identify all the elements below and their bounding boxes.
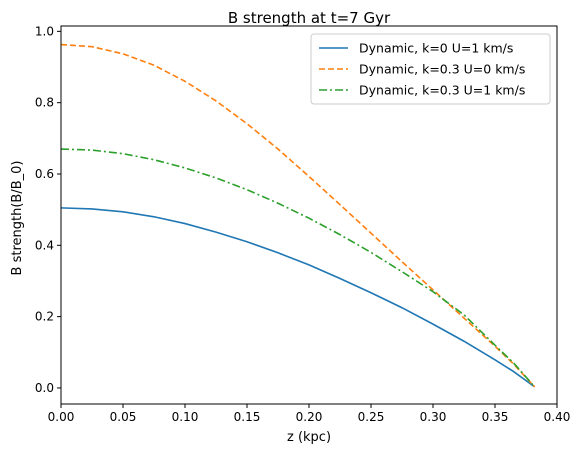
y-tick-label: 0.0: [35, 381, 54, 395]
x-tick-label: 0.10: [172, 410, 199, 424]
y-tick-label: 0.2: [35, 310, 54, 324]
y-tick-label: 0.8: [35, 96, 54, 110]
x-axis: 0.00 0.05 0.10 0.15 0.20 0.25 0.30 0.35 0.40: [48, 404, 571, 424]
chart-title: B strength at t=7 Gyr: [228, 9, 391, 27]
plot-area: [60, 43, 536, 388]
x-tick-label: 0.30: [420, 410, 447, 424]
series-line-2: [60, 43, 536, 388]
x-tick-label: 0.05: [110, 410, 137, 424]
x-tick-label: 0.15: [234, 410, 261, 424]
legend-entry-label: Dynamic, k=0 U=1 km/s: [359, 41, 513, 56]
x-tick-label: 0.40: [544, 410, 571, 424]
y-axis-label: B strength(B/B_0): [10, 161, 25, 276]
y-axis: 0.0 0.2 0.4 0.6 0.8 1.0: [35, 24, 61, 395]
legend-box: [310, 33, 551, 105]
series-line-3: [60, 148, 536, 388]
x-tick-label: 0.25: [358, 410, 385, 424]
x-axis-label: z (kpc): [287, 430, 331, 445]
legend-entry-label: Dynamic, k=0.3 U=0 km/s: [359, 62, 525, 77]
x-tick-label: 0.00: [48, 410, 75, 424]
y-tick-label: 0.4: [35, 238, 54, 252]
y-tick-label: 1.0: [35, 24, 54, 38]
legend-entry-label: Dynamic, k=0.3 U=1 km/s: [359, 83, 525, 98]
x-tick-label: 0.35: [482, 410, 509, 424]
x-tick-label: 0.20: [296, 410, 323, 424]
y-tick-label: 0.6: [35, 167, 54, 181]
legend: Dynamic, k=0 U=1 km/s Dynamic, k=0.3 U=0 …: [310, 33, 551, 105]
series-line-1: [60, 207, 536, 388]
